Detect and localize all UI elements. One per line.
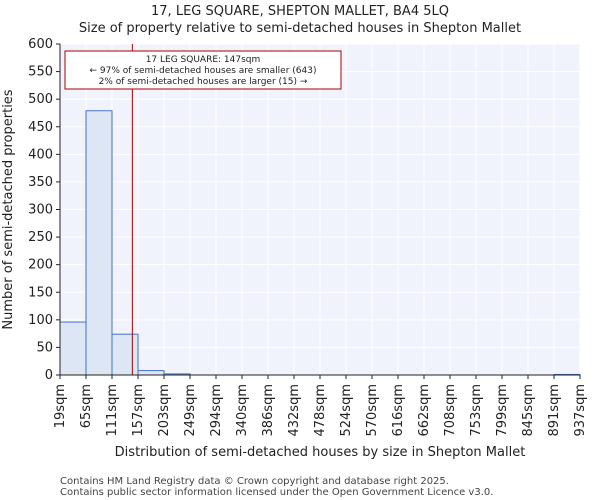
chart-title: 17, LEG SQUARE, SHEPTON MALLET, BA4 5LQ: [151, 4, 449, 19]
annotation-line-1: 17 LEG SQUARE: 147sqm: [146, 55, 261, 65]
chart-subtitle: Size of property relative to semi-detach…: [79, 21, 521, 36]
footer-line-2: Contains public sector information licen…: [60, 487, 493, 498]
y-tick-label: 150: [28, 285, 53, 300]
y-tick-label: 400: [28, 147, 53, 162]
x-axis-title: Distribution of semi-detached houses by …: [115, 445, 526, 460]
y-tick-label: 500: [28, 92, 53, 107]
x-tick-label: 111sqm: [105, 384, 120, 437]
y-tick-label: 550: [28, 65, 53, 80]
x-tick-label: 478sqm: [313, 384, 328, 437]
y-tick-label: 250: [28, 230, 53, 245]
x-tick-label: 753sqm: [469, 384, 484, 437]
x-tick-label: 845sqm: [521, 384, 536, 437]
x-tick-label: 891sqm: [547, 384, 562, 437]
x-tick-label: 708sqm: [443, 384, 458, 437]
x-tick-label: 19sqm: [53, 384, 68, 428]
x-tick-label: 662sqm: [417, 384, 432, 437]
x-tick-label: 386sqm: [261, 384, 276, 437]
grid-lines: [59, 43, 581, 376]
annotation-line-3: 2% of semi-detached houses are larger (1…: [99, 77, 308, 87]
x-tick-label: 294sqm: [209, 384, 224, 437]
y-tick-label: 350: [28, 175, 53, 190]
histogram-bar: [137, 370, 165, 376]
bars: [59, 110, 581, 376]
footer-line-1: Contains HM Land Registry data © Crown c…: [60, 476, 449, 487]
y-tick-label: 200: [28, 258, 53, 273]
y-tick-label: 450: [28, 120, 53, 135]
y-tick-label: 50: [36, 340, 53, 355]
y-tick-label: 300: [28, 203, 53, 218]
x-tick-label: 432sqm: [287, 384, 302, 437]
y-tick-label: 100: [28, 313, 53, 328]
x-tick-label: 524sqm: [339, 384, 354, 437]
y-tick-label: 600: [28, 37, 53, 52]
histogram-bar: [85, 110, 113, 376]
x-tick-label: 937sqm: [573, 384, 588, 437]
histogram-bar: [111, 333, 139, 376]
x-tick-label: 616sqm: [391, 384, 406, 437]
x-tick-label: 570sqm: [365, 384, 380, 437]
y-axis-title: Number of semi-detached properties: [1, 89, 16, 329]
x-tick-label: 157sqm: [131, 384, 146, 437]
y-tick-labels: 0 50 100 150 200 250 300 350 400 450 500 550 600: [28, 37, 60, 383]
x-tick-label: 65sqm: [79, 384, 94, 428]
y-tick-label: 0: [45, 368, 53, 383]
x-tick-label: 203sqm: [157, 384, 172, 437]
x-tick-label: 249sqm: [183, 384, 198, 437]
x-tick-label: 340sqm: [235, 384, 250, 437]
annotation-frame: [64, 50, 342, 90]
annotation-box: 17 LEG SQUARE: 147sqm ← 97% of semi-deta…: [64, 50, 342, 90]
x-tick-labels: 19sqm 65sqm 111sqm 157sqm 203sqm 249sqm 294sqm…: [53, 375, 588, 437]
annotation-line-2: ← 97% of semi-detached houses are smalle…: [90, 66, 317, 76]
x-tick-label: 799sqm: [495, 384, 510, 437]
histogram-bar: [59, 321, 87, 376]
